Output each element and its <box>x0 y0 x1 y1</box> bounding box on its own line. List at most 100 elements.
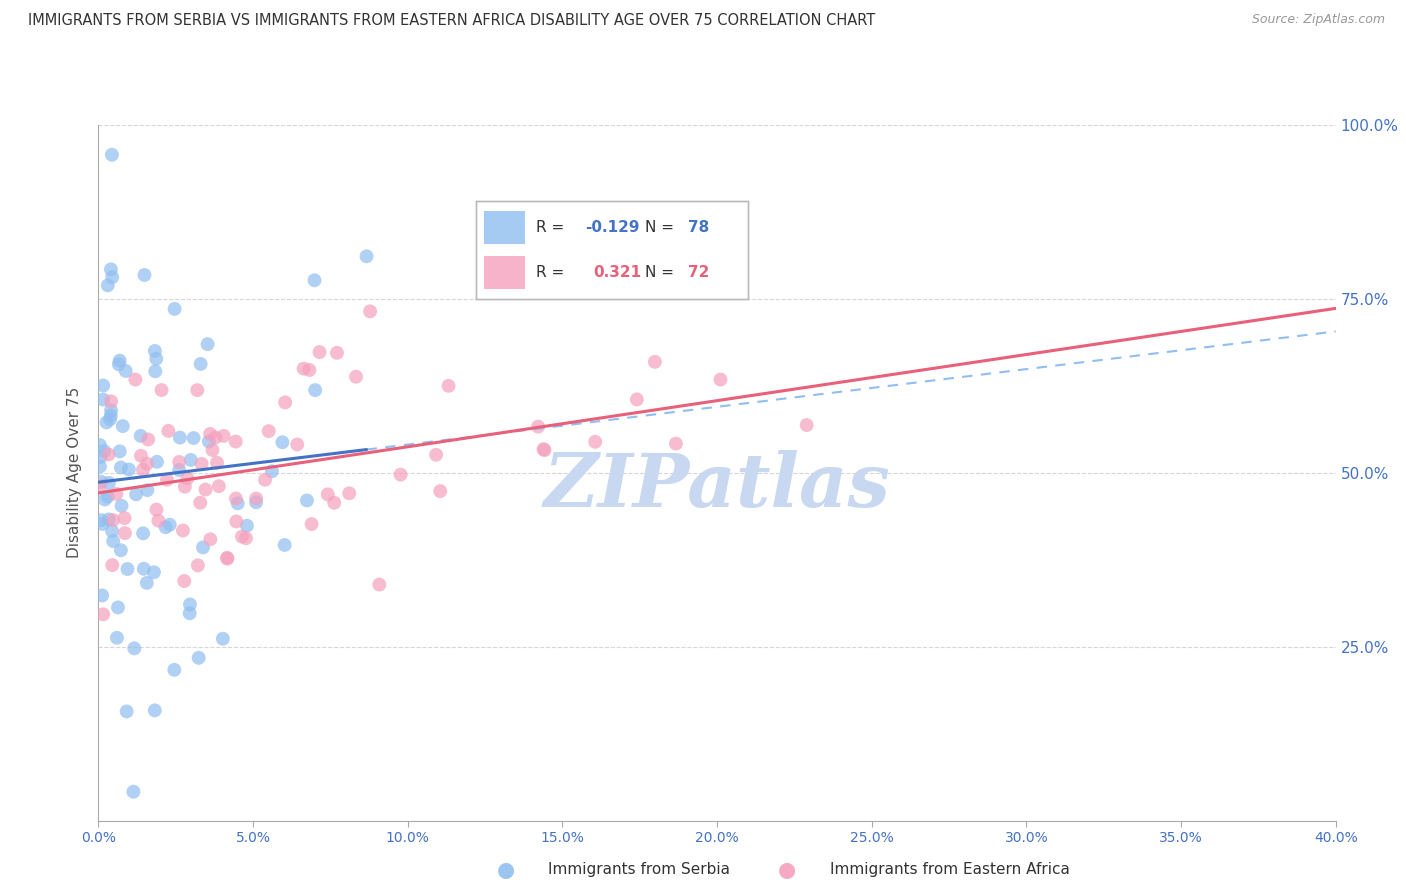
Point <box>225 515 247 529</box>
Point <box>90 450 112 464</box>
Point <box>96 416 118 430</box>
Point <box>208 479 231 493</box>
Point <box>100 394 122 409</box>
Point <box>157 424 180 438</box>
Point <box>100 409 122 423</box>
Point <box>190 357 212 371</box>
Point <box>135 575 157 590</box>
Point <box>271 435 294 450</box>
Point <box>111 419 134 434</box>
Point <box>437 379 460 393</box>
Point <box>146 455 169 469</box>
Point <box>129 449 152 463</box>
Point <box>301 517 323 532</box>
Point <box>117 562 139 576</box>
Point <box>136 457 159 471</box>
Point <box>200 533 222 547</box>
Point <box>180 453 202 467</box>
Point <box>285 437 308 451</box>
Point <box>217 551 239 566</box>
Point <box>298 363 321 377</box>
Text: ●: ● <box>779 860 796 880</box>
Point <box>368 577 391 591</box>
Point <box>429 484 451 499</box>
Point <box>143 364 166 378</box>
Text: -0.129: -0.129 <box>585 220 640 235</box>
Point <box>163 301 186 316</box>
Point <box>188 496 211 510</box>
Point <box>226 496 249 510</box>
Point <box>260 464 283 478</box>
Text: Source: ZipAtlas.com: Source: ZipAtlas.com <box>1251 13 1385 27</box>
Point <box>190 457 212 471</box>
Point <box>187 650 209 665</box>
Point <box>110 460 132 475</box>
Point <box>179 607 201 621</box>
Point <box>132 526 155 541</box>
Point <box>91 589 114 603</box>
Point <box>124 372 146 386</box>
Point <box>533 443 555 458</box>
Point <box>110 543 132 558</box>
Text: Immigrants from Serbia: Immigrants from Serbia <box>548 863 730 877</box>
Point <box>101 270 124 285</box>
Point <box>533 442 555 457</box>
Point <box>114 511 136 525</box>
Point <box>150 383 173 397</box>
Point <box>97 447 120 461</box>
Point <box>295 493 318 508</box>
Point <box>163 663 186 677</box>
Point <box>257 424 280 438</box>
Text: IMMIGRANTS FROM SERBIA VS IMMIGRANTS FROM EASTERN AFRICA DISABILITY AGE OVER 75 : IMMIGRANTS FROM SERBIA VS IMMIGRANTS FRO… <box>28 13 876 29</box>
Point <box>100 403 122 417</box>
Point <box>101 513 124 527</box>
Point <box>101 524 124 538</box>
Point <box>198 434 221 449</box>
Point <box>108 357 131 371</box>
Point <box>101 558 124 573</box>
Point <box>105 631 128 645</box>
Bar <box>484 256 524 289</box>
Point <box>91 607 114 622</box>
Point <box>304 383 326 397</box>
Point <box>122 785 145 799</box>
Text: Immigrants from Eastern Africa: Immigrants from Eastern Africa <box>830 863 1070 877</box>
Point <box>304 273 326 287</box>
Point <box>796 418 818 433</box>
Point <box>198 426 221 441</box>
Point <box>527 419 550 434</box>
Point <box>89 438 111 452</box>
Point <box>326 346 349 360</box>
Point <box>359 304 381 318</box>
Text: ZIPatlas: ZIPatlas <box>544 450 890 523</box>
Point <box>273 538 295 552</box>
Point <box>145 502 167 516</box>
Point <box>97 475 120 490</box>
Point <box>103 534 125 549</box>
Point <box>225 434 247 449</box>
Point <box>316 487 339 501</box>
Point <box>143 703 166 717</box>
Point <box>142 566 165 580</box>
Point <box>132 463 155 477</box>
Point <box>187 558 209 573</box>
Point <box>134 268 156 282</box>
Point <box>89 459 111 474</box>
Point <box>97 278 120 293</box>
Point <box>98 412 121 426</box>
Point <box>201 442 224 457</box>
Point <box>191 541 214 555</box>
Point <box>205 456 228 470</box>
Text: 78: 78 <box>688 220 710 235</box>
Point <box>132 562 155 576</box>
Point <box>356 249 378 263</box>
Point <box>425 448 447 462</box>
Point <box>114 364 136 378</box>
Point <box>91 392 114 407</box>
Point <box>337 486 360 500</box>
Point <box>176 471 198 485</box>
Point <box>389 467 412 482</box>
Point <box>204 431 226 445</box>
Point <box>155 520 177 534</box>
Point <box>292 361 315 376</box>
